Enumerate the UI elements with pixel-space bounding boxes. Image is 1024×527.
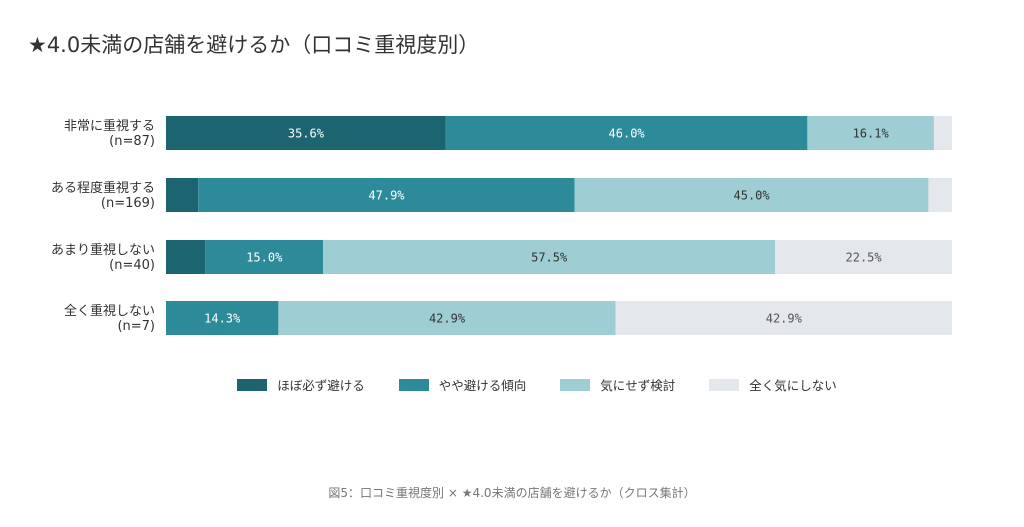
bar-segment bbox=[166, 178, 199, 212]
data-label: 46.0% bbox=[609, 127, 646, 141]
data-label: 57.5% bbox=[531, 251, 568, 265]
legend-item: ほぼ必ず避ける bbox=[237, 375, 365, 394]
category-label: 全く重視しない bbox=[64, 303, 155, 319]
data-label: 42.9% bbox=[766, 312, 803, 326]
bar-segment bbox=[198, 178, 575, 212]
category-label: ある程度重視する bbox=[51, 180, 155, 196]
data-label: 22.5% bbox=[846, 251, 883, 265]
category-label: 非常に重視する bbox=[64, 118, 155, 134]
legend-swatch bbox=[560, 378, 591, 391]
legend-item: 気にせず検討 bbox=[560, 375, 675, 394]
bar-segment bbox=[807, 116, 934, 150]
bar-segment bbox=[323, 240, 776, 274]
bar-segment bbox=[278, 301, 616, 335]
bar-segment bbox=[615, 301, 952, 335]
data-label: 45.0% bbox=[734, 189, 771, 203]
legend-item: やや避ける傾向 bbox=[398, 375, 527, 394]
bar-segment bbox=[166, 301, 279, 335]
data-label: 14.3% bbox=[204, 312, 241, 326]
legend-swatch bbox=[237, 378, 268, 391]
legend-swatch bbox=[709, 378, 740, 391]
category-n-label: (n=169) bbox=[101, 196, 155, 211]
bar-segment bbox=[445, 116, 808, 150]
data-label: 47.9% bbox=[368, 189, 405, 203]
data-label: 15.0% bbox=[246, 251, 283, 265]
bar-segment bbox=[933, 116, 952, 150]
figure-caption: 図5：口コミ重視度別 × ★4.0未満の店舗を避けるか（クロス集計） bbox=[328, 486, 696, 500]
bar-segment bbox=[775, 240, 952, 274]
legend-label: ほぼ必ず避ける bbox=[277, 378, 365, 393]
bar-segment bbox=[574, 178, 929, 212]
legend-label: 気にせず検討 bbox=[600, 378, 676, 393]
category-n-label: (n=87) bbox=[109, 134, 155, 149]
bar-segment bbox=[928, 178, 952, 212]
legend-label: やや避ける傾向 bbox=[438, 378, 527, 393]
category-n-label: (n=40) bbox=[109, 258, 155, 273]
legend-item: 全く気にしない bbox=[709, 375, 837, 394]
bar-segment bbox=[205, 240, 324, 274]
data-label: 42.9% bbox=[429, 312, 466, 326]
category-n-label: (n=7) bbox=[117, 319, 155, 334]
category-label: あまり重視しない bbox=[51, 242, 155, 258]
chart-legend: ほぼ必ず避ける やや避ける傾向 気にせず検討 全く気にしない bbox=[0, 375, 1024, 394]
data-label: 35.6% bbox=[288, 127, 325, 141]
legend-label: 全く気にしない bbox=[749, 378, 837, 393]
data-label: 16.1% bbox=[853, 127, 890, 141]
chart-title: ★4.0未満の店舗を避けるか（口コミ重視度別） bbox=[28, 33, 480, 57]
stacked-bar-chart: 非常に重視する(n=87) 35.6% 46.0% 16.1% ある程度重視する(n=1… bbox=[51, 116, 952, 335]
legend-swatch bbox=[398, 378, 429, 391]
bar-segment bbox=[166, 116, 446, 150]
bar-segment bbox=[166, 240, 206, 274]
